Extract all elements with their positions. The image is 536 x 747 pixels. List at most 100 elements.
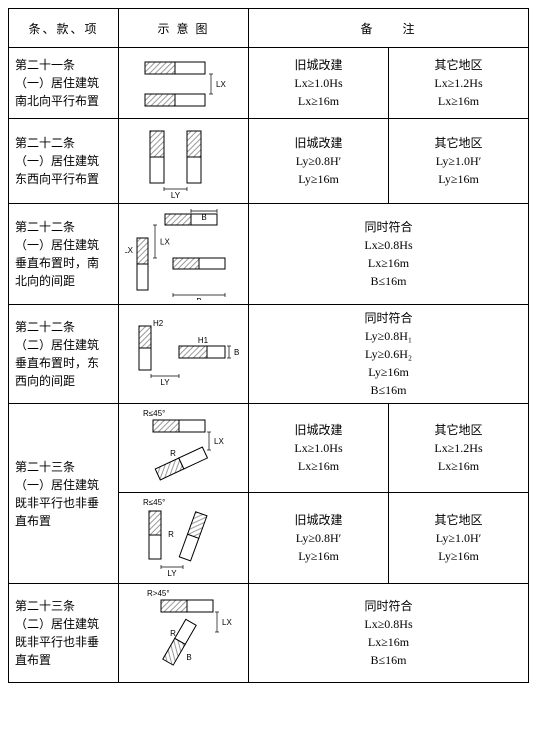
article-cell: 第二十二条（一）居住建筑垂直布置时，南北向的间距 <box>9 204 119 305</box>
note-cell: 旧城改建Lx≥1.0HsLx≥16m <box>249 404 389 493</box>
svg-text:H1: H1 <box>198 336 209 345</box>
note-line: Lx≥1.0Hs <box>255 74 382 92</box>
svg-text:R: R <box>170 629 176 638</box>
svg-text:LX: LX <box>222 618 232 627</box>
note-block: 同时符合Lx≥0.8HsLx≥16mB≤16m <box>255 597 522 669</box>
table-row: 第二十一条（一）居住建筑南北向平行布置 LX旧城改建Lx≥1.0HsLx≥16m… <box>9 48 529 119</box>
diagram-cell: R>45° LX R B <box>119 584 249 683</box>
note-line: Ly≥1.0H′ <box>395 529 522 547</box>
svg-text:LX: LX <box>216 80 226 89</box>
svg-text:R>45°: R>45° <box>147 589 170 598</box>
article-cell: 第二十三条（一）居住建筑既非平行也非垂直布置 <box>9 404 119 584</box>
note-line: Lx≥16m <box>255 92 382 110</box>
diagram-cell: B LX B LX <box>119 204 249 305</box>
diagram-cell: LY <box>119 119 249 204</box>
svg-text:R≤45°: R≤45° <box>143 409 165 418</box>
note-cell: 同时符合Lx≥0.8HsLx≥16mB≤16m <box>249 204 529 305</box>
header-article: 条、款、项 <box>9 9 119 48</box>
note-block: 其它地区Lx≥1.2HsLx≥16m <box>395 56 522 110</box>
note-line: Ly≥16m <box>395 170 522 188</box>
diagram-cell: R≤45° R LY <box>119 493 249 584</box>
note-title: 旧城改建 <box>255 421 382 439</box>
note-title: 旧城改建 <box>255 56 382 74</box>
note-line: Lx≥16m <box>395 457 522 475</box>
note-cell: 旧城改建Lx≥1.0HsLx≥16m <box>249 48 389 119</box>
note-block: 旧城改建Lx≥1.0HsLx≥16m <box>255 56 382 110</box>
svg-text:H2: H2 <box>153 319 164 328</box>
svg-text:R≤45°: R≤45° <box>143 498 165 507</box>
note-line: B≤16m <box>255 651 522 669</box>
note-title: 同时符合 <box>255 597 522 615</box>
svg-text:LY: LY <box>171 191 181 199</box>
note-line: Lx≥16m <box>255 254 522 272</box>
note-cell: 其它地区Ly≥1.0H′Ly≥16m <box>389 119 529 204</box>
note-block: 旧城改建Ly≥0.8H′Ly≥16m <box>255 134 382 188</box>
note-line: Ly≥16m <box>255 547 382 565</box>
note-cell: 其它地区Ly≥1.0H′Ly≥16m <box>389 493 529 584</box>
note-line: Lx≥16m <box>395 92 522 110</box>
note-title: 同时符合 <box>255 218 522 236</box>
header-notes: 备 注 <box>249 9 529 48</box>
table-row: 第二十二条（二）居住建筑垂直布置时，东西向的间距 H2 H1 B LY同时符合L… <box>9 305 529 404</box>
note-cell: 同时符合Lx≥0.8HsLx≥16mB≤16m <box>249 584 529 683</box>
note-line: Ly≥0.6H₂ <box>255 345 522 363</box>
table-row: 第二十二条（一）居住建筑垂直布置时，南北向的间距 B LX BLX同时符合Lx≥… <box>9 204 529 305</box>
svg-text:B: B <box>196 297 201 300</box>
note-title: 其它地区 <box>395 56 522 74</box>
note-line: Ly≥0.8H′ <box>255 152 382 170</box>
svg-text:LY: LY <box>160 378 170 387</box>
note-block: 其它地区Lx≥1.2HsLx≥16m <box>395 421 522 475</box>
note-line: Lx≥1.2Hs <box>395 74 522 92</box>
note-line: Lx≥16m <box>255 633 522 651</box>
note-block: 同时符合Ly≥0.8H₁Ly≥0.6H₂Ly≥16mB≤16m <box>255 309 522 399</box>
note-cell: 同时符合Ly≥0.8H₁Ly≥0.6H₂Ly≥16mB≤16m <box>249 305 529 404</box>
header-row: 条、款、项 示 意 图 备 注 <box>9 9 529 48</box>
note-title: 旧城改建 <box>255 134 382 152</box>
svg-text:B: B <box>186 653 191 662</box>
note-line: Lx≥1.0Hs <box>255 439 382 457</box>
table-row: 第二十二条（一）居住建筑东西向平行布置 LY旧城改建Ly≥0.8H′Ly≥16m… <box>9 119 529 204</box>
article-cell: 第二十二条（二）居住建筑垂直布置时，东西向的间距 <box>9 305 119 404</box>
note-title: 其它地区 <box>395 421 522 439</box>
note-cell: 旧城改建Ly≥0.8H′Ly≥16m <box>249 493 389 584</box>
note-line: Lx≥16m <box>255 457 382 475</box>
svg-text:B: B <box>201 213 206 222</box>
article-cell: 第二十三条（二）居住建筑既非平行也非垂直布置 <box>9 584 119 683</box>
note-title: 旧城改建 <box>255 511 382 529</box>
note-block: 同时符合Lx≥0.8HsLx≥16mB≤16m <box>255 218 522 290</box>
note-line: Ly≥0.8H₁ <box>255 327 522 345</box>
article-cell: 第二十一条（一）居住建筑南北向平行布置 <box>9 48 119 119</box>
note-line: Ly≥16m <box>255 363 522 381</box>
note-line: B≤16m <box>255 272 522 290</box>
note-block: 旧城改建Lx≥1.0HsLx≥16m <box>255 421 382 475</box>
note-line: Ly≥16m <box>255 170 382 188</box>
svg-text:LY: LY <box>167 569 177 578</box>
note-line: Ly≥16m <box>395 547 522 565</box>
svg-text:LX: LX <box>125 246 134 255</box>
note-line: Lx≥0.8Hs <box>255 615 522 633</box>
note-line: B≤16m <box>255 381 522 399</box>
svg-text:B: B <box>234 348 239 357</box>
note-cell: 旧城改建Ly≥0.8H′Ly≥16m <box>249 119 389 204</box>
diagram-cell: H2 H1 B LY <box>119 305 249 404</box>
table-row: 第二十三条（一）居住建筑既非平行也非垂直布置R≤45° LXR旧城改建Lx≥1.… <box>9 404 529 493</box>
note-cell: 其它地区Lx≥1.2HsLx≥16m <box>389 404 529 493</box>
note-block: 旧城改建Ly≥0.8H′Ly≥16m <box>255 511 382 565</box>
svg-text:LX: LX <box>214 437 224 446</box>
note-block: 其它地区Ly≥1.0H′Ly≥16m <box>395 511 522 565</box>
note-line: Lx≥0.8Hs <box>255 236 522 254</box>
note-title: 同时符合 <box>255 309 522 327</box>
regulation-table: 条、款、项 示 意 图 备 注 第二十一条（一）居住建筑南北向平行布置 LX 旧城… <box>8 8 529 683</box>
note-cell: 其它地区Lx≥1.2HsLx≥16m <box>389 48 529 119</box>
svg-text:R: R <box>168 530 174 539</box>
note-line: Lx≥1.2Hs <box>395 439 522 457</box>
note-line: Ly≥0.8H′ <box>255 529 382 547</box>
header-diagram: 示 意 图 <box>119 9 249 48</box>
diagram-cell: LX <box>119 48 249 119</box>
note-block: 其它地区Ly≥1.0H′Ly≥16m <box>395 134 522 188</box>
svg-text:LX: LX <box>160 238 170 247</box>
svg-text:R: R <box>170 449 176 458</box>
note-title: 其它地区 <box>395 134 522 152</box>
article-cell: 第二十二条（一）居住建筑东西向平行布置 <box>9 119 119 204</box>
table-row: 第二十三条（二）居住建筑既非平行也非垂直布置 R>45° LX R B 同时符合Lx≥0… <box>9 584 529 683</box>
